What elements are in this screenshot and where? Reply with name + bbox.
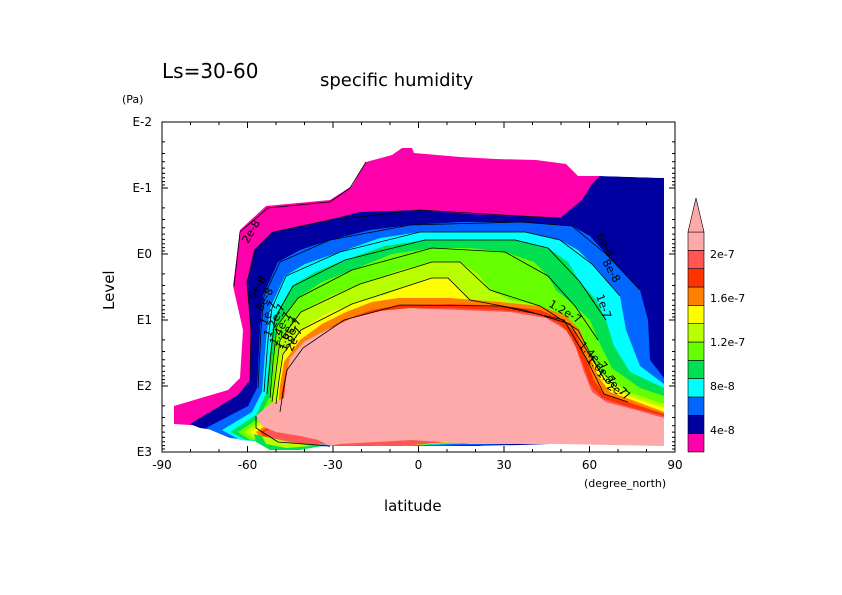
colorbar-label: 2e-7 (710, 248, 735, 261)
contour-line-2e-7 (279, 304, 629, 413)
y-tick-label: E-1 (132, 181, 152, 195)
y-tick-label: E-2 (132, 115, 152, 129)
colorbar-swatch (687, 415, 705, 434)
x-tick-label: -90 (152, 458, 172, 472)
colorbar-swatch (687, 433, 705, 453)
colorbar-label: 8e-8 (710, 380, 735, 393)
x-tick-labels: -90 -60 -30 0 30 60 90 (152, 458, 682, 472)
colorbar-swatch (687, 341, 705, 361)
contour-label-group: 2e-8 6e-8 8e-8 1e-7 1.2e-7 1.4e-7 1.6e-7… (239, 218, 632, 403)
colorbar-label: 1.2e-7 (710, 336, 745, 349)
contour-line-2e-8 (233, 161, 367, 287)
colorbar-label: 4e-8 (710, 424, 735, 437)
colorbar-extension (687, 197, 705, 233)
x-units-label: (degree_north) (584, 477, 666, 490)
colorbar-labels: 2e-7 1.6e-7 1.2e-7 8e-8 4e-8 (710, 248, 745, 437)
contour-line-6e-8 (257, 221, 641, 389)
y-tick-label: E1 (137, 313, 152, 327)
y-units-label: (Pa) (122, 93, 143, 106)
axis-ticks (161, 121, 676, 453)
y-tick-labels: E-2 E-1 E0 E1 E2 E3 (132, 115, 152, 459)
x-tick-label: 60 (582, 458, 597, 472)
mask-top-right (600, 122, 675, 178)
x-tick-label: 90 (667, 458, 682, 472)
colorbar-swatch (687, 305, 705, 324)
chart-title: specific humidity (320, 70, 474, 91)
contour-line-4e-8 (246, 209, 561, 381)
contour-line-8e-8 (263, 231, 621, 393)
colorbar-swatch (687, 231, 705, 251)
colorbar-swatch (687, 378, 705, 398)
mask-left-lower (162, 404, 256, 452)
colorbar-swatch (687, 286, 705, 306)
contour-line-1.2e-7 (269, 247, 599, 399)
colorbar-swatch (687, 360, 705, 379)
period-label: Ls=30-60 (162, 59, 258, 83)
x-tick-label: 30 (496, 458, 511, 472)
x-tick-label: -30 (323, 458, 343, 472)
y-axis-label: Level (100, 270, 118, 310)
fill-bottom-lobe-yellow (262, 436, 312, 448)
mask-right-margin (664, 122, 675, 452)
x-tick-label: -60 (238, 458, 258, 472)
colorbar-label: 1.6e-7 (710, 292, 745, 305)
contour-lines (233, 161, 641, 447)
y-tick-label: E0 (137, 247, 152, 261)
colorbar-swatch (687, 396, 705, 416)
colorbar (687, 197, 705, 453)
colorbar-swatch (687, 250, 705, 269)
y-tick-label: E2 (137, 379, 152, 393)
fill-level-pink (256, 308, 664, 446)
contour-line-1e-7 (266, 239, 607, 395)
mask-bottom-strip (330, 446, 675, 452)
contour-line-outer-bottom (255, 416, 331, 447)
y-tick-label: E3 (137, 445, 152, 459)
mask-upper-left (162, 122, 372, 152)
contour-line-1.4e-7 (271, 261, 601, 403)
colorbar-swatch (687, 323, 705, 343)
x-axis-label: latitude (384, 497, 442, 515)
x-tick-label: 0 (415, 458, 423, 472)
colorbar-swatch (687, 268, 705, 288)
contour-fills (162, 122, 675, 452)
contour-line-1.6e-7 (275, 277, 607, 405)
